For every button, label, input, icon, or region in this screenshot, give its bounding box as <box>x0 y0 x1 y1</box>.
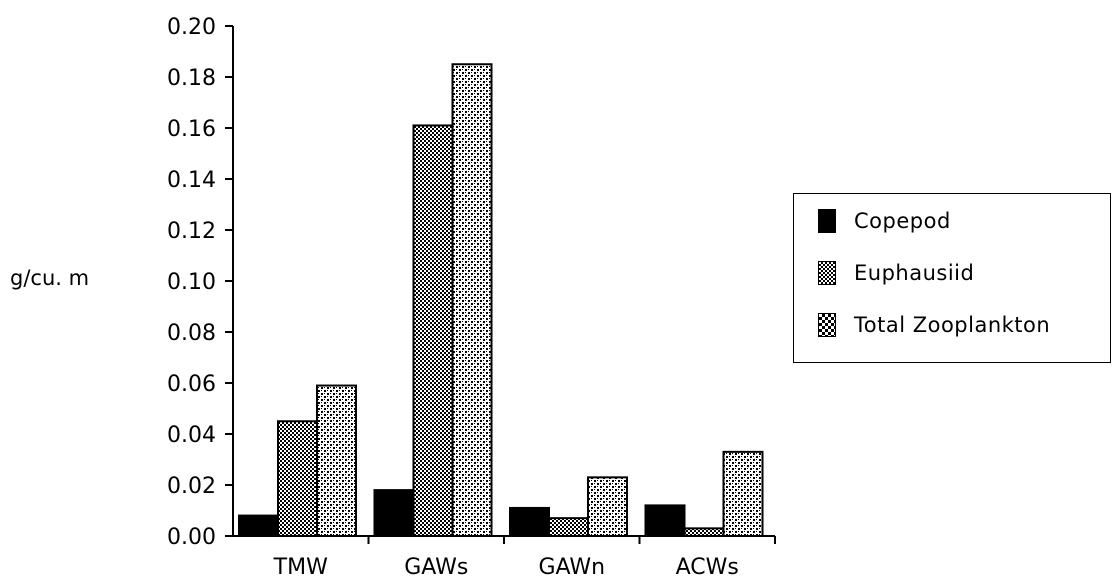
legend-label-copepod: Copepod <box>854 209 951 233</box>
bar-euphausiid-gawn <box>548 517 589 538</box>
legend: Copepod Euphausiid Total Zooplankton <box>793 193 1111 363</box>
bar-copepod-gaws <box>373 489 415 538</box>
y-axis-ticks: 0.00 0.02 0.04 0.06 0.08 0.10 0.12 0.14 0.16 0.18… <box>167 15 233 550</box>
y-tick-label: 0.02 <box>167 474 216 499</box>
legend-item-total-zooplankton: Total Zooplankton <box>818 313 1050 337</box>
bar-copepod-gawn <box>509 506 550 538</box>
y-tick-label: 0.20 <box>167 15 216 40</box>
bar-copepod-tmw <box>238 514 279 537</box>
x-category-label-gaws: GAWs <box>404 555 468 580</box>
bar-total-zooplankton-tmw <box>316 384 357 537</box>
x-axis-labels: TMW GAWs GAWn ACWs <box>273 536 776 580</box>
y-tick-label: 0.10 <box>167 270 216 295</box>
y-tick-label: 0.14 <box>167 168 216 193</box>
legend-label-euphausiid: Euphausiid <box>854 261 975 285</box>
x-category-label-gawn: GAWn <box>538 555 605 580</box>
legend-item-euphausiid: Euphausiid <box>818 261 974 285</box>
x-category-label-acws: ACWs <box>676 555 739 580</box>
y-axis-title: g/cu. m <box>10 266 89 290</box>
y-tick-label: 0.00 <box>167 525 216 550</box>
bar-total-zooplankton-gaws <box>451 63 493 537</box>
x-category-label-tmw: TMW <box>273 555 328 580</box>
legend-swatch-total-zooplankton <box>818 313 836 337</box>
bar-total-zooplankton-gawn <box>587 476 628 538</box>
y-tick-label: 0.06 <box>167 372 216 397</box>
y-tick-label: 0.18 <box>167 66 216 91</box>
bar-total-zooplankton-acws <box>722 450 764 538</box>
bar-copepod-acws <box>644 504 686 537</box>
bar-euphausiid-acws <box>683 527 725 537</box>
y-tick-label: 0.16 <box>167 117 216 142</box>
y-tick-label: 0.12 <box>167 219 216 244</box>
legend-swatch-euphausiid <box>818 261 836 285</box>
legend-label-total-zooplankton: Total Zooplankton <box>854 313 1051 337</box>
bars-group <box>238 63 764 538</box>
bar-euphausiid-tmw <box>277 420 318 537</box>
y-tick-label: 0.04 <box>167 423 216 448</box>
bar-euphausiid-gaws <box>412 124 454 537</box>
y-tick-label: 0.08 <box>167 321 216 346</box>
legend-swatch-copepod <box>818 209 836 233</box>
legend-item-copepod: Copepod <box>818 209 951 233</box>
